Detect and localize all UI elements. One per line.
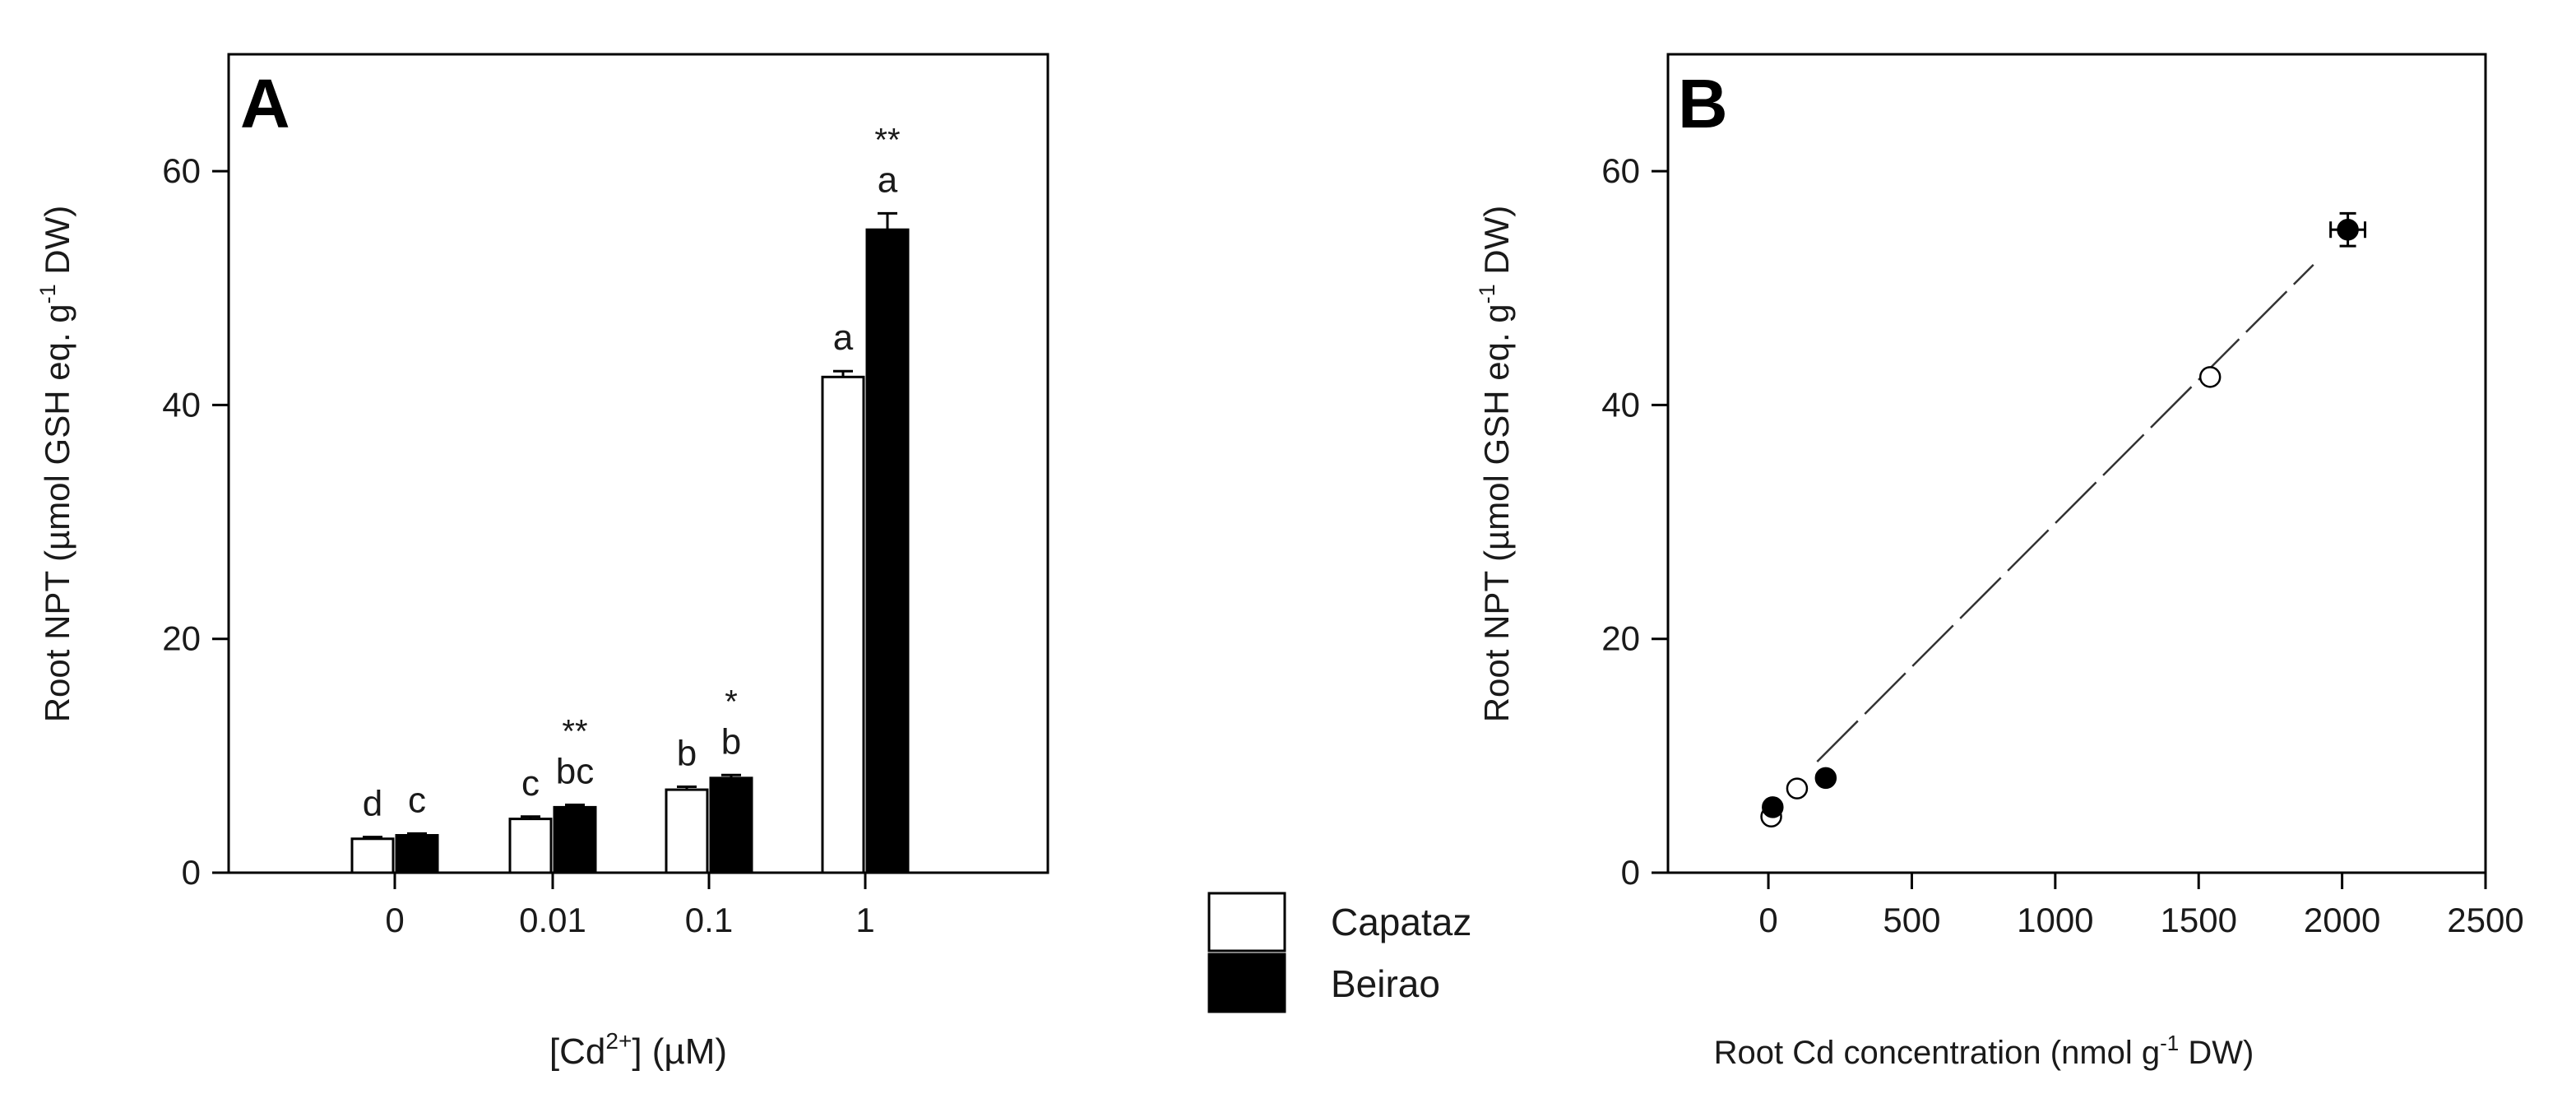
bar-beirao-2 — [709, 776, 753, 874]
bar-beirao-3 — [865, 228, 910, 874]
legend-swatch-beirao — [1207, 952, 1286, 1013]
panel-b-y-axis: 0 20 40 60 — [1601, 151, 1668, 892]
panel-b-frame — [1666, 53, 2487, 874]
panel-a-x-label: [Cd2+] (µM) — [549, 1028, 727, 1072]
y-tick-label-3: 60 — [1601, 151, 1640, 190]
x-tick-label-0: 0 — [385, 901, 404, 939]
point-capataz-1 — [1786, 777, 1809, 799]
legend-label-beirao: Beirao — [1331, 962, 1440, 1005]
significance-stars: * — [725, 684, 738, 720]
panel-b: B 0 20 40 60 0 500 1000 1500 2000 2500 Root NPT … — [1475, 53, 2524, 1071]
significance-letter: c — [408, 780, 426, 820]
panel-a-y-axis: 0 20 40 60 — [162, 151, 229, 892]
panel-a-frame — [227, 53, 1049, 874]
bar-beirao-1 — [553, 805, 597, 874]
bar-capataz-3 — [821, 375, 865, 874]
bar-capataz-1 — [508, 818, 553, 874]
x-tick-label-3: 1500 — [2161, 901, 2237, 939]
y-tick-label-3: 60 — [162, 151, 201, 190]
x-tick-label-4: 2000 — [2304, 901, 2380, 939]
significance-letter: c — [521, 763, 540, 804]
panel-b-x-axis: 0 500 1000 1500 2000 2500 — [1758, 873, 2524, 939]
panel-a-letter: A — [240, 65, 290, 142]
legend-label-capataz: Capataz — [1331, 901, 1471, 943]
panel-a-bars — [350, 211, 910, 874]
y-tick-label-1: 20 — [162, 619, 201, 658]
x-tick-label-2: 1000 — [2017, 901, 2093, 939]
point-beirao-0 — [1762, 796, 1784, 818]
panel-b-y-label: Root NPT (µmol GSH eq. g-1 DW) — [1475, 206, 1516, 723]
bar-beirao-0 — [395, 834, 439, 874]
point-beirao-1 — [1814, 767, 1837, 790]
y-tick-label-0: 0 — [182, 853, 201, 892]
legend: Capataz Beirao — [1207, 892, 1471, 1013]
significance-stars: ** — [874, 122, 900, 158]
x-tick-label-2: 0.1 — [685, 901, 733, 939]
significance-letter: a — [878, 160, 898, 200]
x-tick-label-3: 1 — [855, 901, 874, 939]
significance-letter: bc — [556, 752, 594, 792]
x-tick-label-1: 500 — [1883, 901, 1940, 939]
y-tick-label-2: 40 — [1601, 385, 1640, 424]
significance-letter: b — [721, 721, 741, 762]
panel-b-x-label: Root Cd concentration (nmol g-1 DW) — [1714, 1031, 2254, 1071]
x-tick-label-0: 0 — [1758, 901, 1777, 939]
x-tick-label-5: 2500 — [2447, 901, 2523, 939]
legend-swatch-capataz — [1207, 892, 1286, 952]
panel-b-plot — [1760, 211, 2367, 828]
panel-a-x-axis: 0 0.01 0.1 1 — [385, 873, 875, 939]
panel-a-y-label: Root NPT (µmol GSH eq. g-1 DW) — [35, 206, 76, 723]
bar-capataz-0 — [350, 837, 395, 874]
regression-line — [1816, 263, 2314, 762]
significance-letter: b — [677, 734, 697, 774]
y-tick-label-1: 20 — [1601, 619, 1640, 658]
significance-letter: a — [833, 317, 854, 358]
point-beirao-2 — [2337, 218, 2359, 241]
significance-stars: ** — [562, 714, 587, 750]
significance-letter: d — [363, 784, 382, 824]
point-capataz-2 — [2198, 366, 2222, 388]
x-tick-label-1: 0.01 — [519, 901, 586, 939]
y-tick-label-2: 40 — [162, 385, 201, 424]
y-tick-label-0: 0 — [1621, 853, 1640, 892]
panel-b-letter: B — [1678, 65, 1728, 142]
bar-capataz-2 — [665, 788, 709, 874]
